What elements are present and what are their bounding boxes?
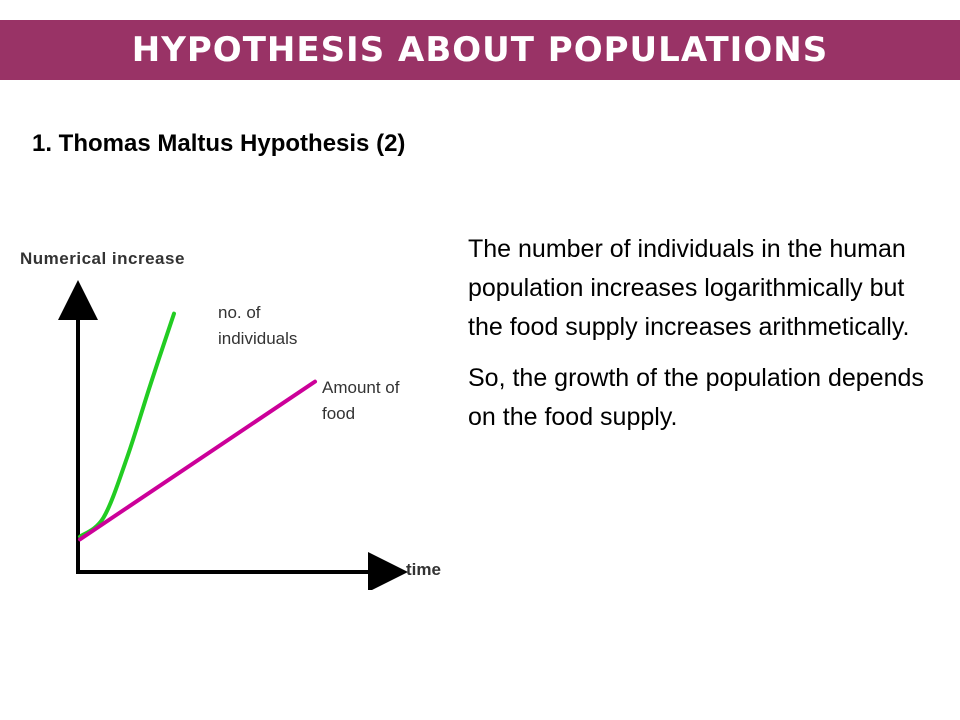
series-layer bbox=[78, 311, 317, 542]
population-curve-label: no. of individuals bbox=[218, 303, 298, 348]
explanation-paragraph-1: The number of individuals in the human p… bbox=[468, 235, 910, 341]
food-line-label: Amount of food bbox=[322, 378, 400, 423]
x-axis-label: time bbox=[406, 560, 441, 579]
growth-chart bbox=[58, 280, 408, 590]
slide-subtitle: 1. Thomas Maltus Hypothesis (2) bbox=[32, 130, 406, 157]
slide-title: HYPOTHESIS ABOUT POPULATIONS bbox=[131, 30, 829, 70]
population-curve bbox=[78, 311, 176, 539]
food-supply-line bbox=[78, 379, 317, 542]
y-axis-label: Numerical increase bbox=[20, 249, 185, 268]
explanation-paragraph-2: So, the growth of the population depends… bbox=[468, 364, 924, 431]
growth-figure: Numerical increase time no. of individua… bbox=[0, 230, 460, 590]
title-bar: HYPOTHESIS ABOUT POPULATIONS bbox=[0, 20, 960, 80]
explanation-text: The number of individuals in the human p… bbox=[468, 230, 938, 449]
